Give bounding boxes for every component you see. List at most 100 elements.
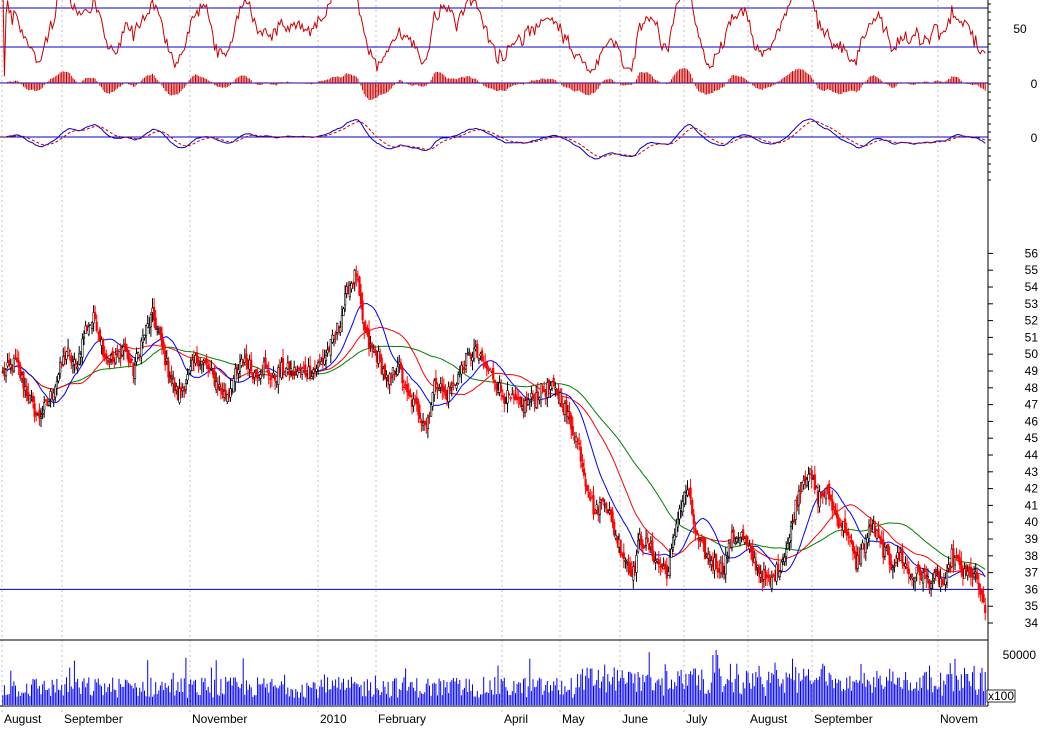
candle-body <box>945 571 949 583</box>
volume-tick-label: 50000 <box>1003 648 1037 662</box>
candle-body <box>546 382 549 398</box>
candle-body <box>62 356 65 366</box>
month-label: June <box>622 712 648 726</box>
candle-body <box>492 367 495 380</box>
candle-body <box>178 388 181 403</box>
candle-body <box>205 359 208 364</box>
candle-body <box>156 328 159 330</box>
month-label: February <box>378 712 426 726</box>
candle-body <box>343 293 347 306</box>
candle-body <box>578 442 581 445</box>
candle-body <box>191 359 194 371</box>
candle-body <box>703 538 707 559</box>
candle-body <box>105 353 108 360</box>
candle-body <box>708 554 711 563</box>
candle-body <box>431 392 434 407</box>
candle-body <box>234 368 237 382</box>
candle-body <box>466 353 469 356</box>
candle-body <box>495 383 498 390</box>
candle-body <box>952 548 955 564</box>
candle-body <box>426 416 430 429</box>
candle-body <box>371 344 374 349</box>
candle-body <box>689 487 692 499</box>
candle-body <box>797 490 800 506</box>
candle-body <box>960 560 963 573</box>
candle-body <box>691 499 694 515</box>
candle-body <box>312 369 315 374</box>
candle-body <box>923 568 926 573</box>
candle-body <box>17 360 20 368</box>
candle-body <box>262 361 266 375</box>
candle-body <box>721 562 724 575</box>
candle-body <box>984 604 987 613</box>
candle-body <box>277 367 280 385</box>
candle-body <box>964 565 968 574</box>
price-tick-label: 52 <box>1025 314 1039 328</box>
candle-body <box>433 380 436 395</box>
candle-body <box>511 393 514 396</box>
candle-body <box>455 384 458 389</box>
candle-body <box>800 481 804 492</box>
candle-body <box>587 491 590 498</box>
candle-body <box>219 387 223 391</box>
candle-body <box>281 358 285 373</box>
candle-body <box>735 538 738 543</box>
month-label: April <box>504 712 528 726</box>
candle-body <box>742 529 745 540</box>
month-label: August <box>4 712 42 726</box>
candle-body <box>613 521 616 536</box>
candle-body <box>43 402 46 411</box>
candle-body <box>41 412 44 415</box>
candle-body <box>877 528 880 538</box>
candle-body <box>937 571 941 585</box>
candle-body <box>980 590 984 594</box>
candle-body <box>493 380 496 384</box>
macd-tick-label: 0 <box>1031 131 1038 145</box>
price-tick-label: 35 <box>1025 599 1039 613</box>
candle-body <box>379 354 382 359</box>
candle-body <box>264 357 267 366</box>
candle-body <box>468 351 471 354</box>
candle-body <box>469 354 473 360</box>
candle-body <box>651 540 654 557</box>
candle-body <box>890 561 893 570</box>
candle-body <box>727 542 730 557</box>
candle-body <box>850 539 853 543</box>
month-label: September <box>814 712 873 726</box>
candle-body <box>76 366 79 369</box>
candle-body <box>337 325 340 329</box>
candle-body <box>829 494 832 500</box>
candle-body <box>367 329 371 350</box>
candle-body <box>55 380 58 389</box>
candle-body <box>74 362 78 365</box>
month-label: May <box>562 712 585 726</box>
candle-body <box>477 358 481 361</box>
candle-body <box>39 416 43 419</box>
candle-body <box>509 397 512 400</box>
macd-line <box>2 118 986 160</box>
candle-body <box>141 334 145 344</box>
candle-body <box>660 563 664 568</box>
candle-body <box>57 374 60 382</box>
candle-body <box>19 364 22 378</box>
candle-body <box>815 486 818 489</box>
candle-body <box>388 373 391 385</box>
price-tick-label: 51 <box>1025 330 1039 344</box>
candle-body <box>285 367 288 377</box>
candle-body <box>315 368 318 372</box>
candle-body <box>506 390 509 404</box>
candle-body <box>605 503 608 509</box>
candle-body <box>15 357 19 363</box>
candle-body <box>552 377 555 387</box>
candle-body <box>746 543 750 547</box>
candle-body <box>460 364 463 375</box>
candle-body <box>300 367 304 375</box>
candle-body <box>332 335 336 340</box>
candle-body <box>866 537 869 543</box>
candle-body <box>753 557 756 563</box>
candle-body <box>95 321 98 331</box>
candle-body <box>153 306 156 321</box>
candle-body <box>851 541 855 552</box>
candle-body <box>369 343 372 346</box>
price-tick-label: 47 <box>1025 398 1039 412</box>
